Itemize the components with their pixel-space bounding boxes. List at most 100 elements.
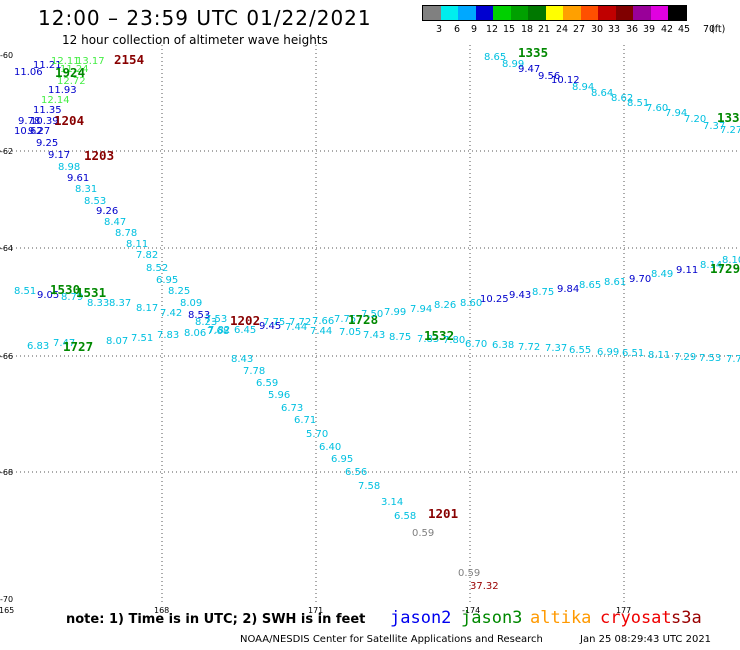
legend-tick-label: 42: [660, 24, 674, 35]
latitude-label: -68: [0, 468, 13, 477]
wave-height-value: 8.06: [184, 328, 206, 339]
legend-swatch: [615, 6, 633, 20]
wave-height-value: 0.59: [458, 568, 480, 579]
legend-swatch: [475, 6, 493, 20]
legend-tick-label: 39: [642, 24, 656, 35]
wave-height-value: 9.43: [509, 290, 531, 301]
wave-height-value: 7.20: [684, 114, 706, 125]
wave-height-value: 7.44: [310, 326, 332, 337]
pass-time-label: 2154: [114, 52, 144, 67]
wave-height-value: 9.47: [518, 64, 540, 75]
legend-tick-label: 9: [470, 24, 478, 35]
legend-tick-label: 6: [453, 24, 461, 35]
wave-height-value: 7.82: [208, 325, 230, 336]
wave-height-value: 8.61: [604, 277, 626, 288]
wave-height-value: 8.62: [611, 93, 633, 104]
wave-height-value: 5.70: [306, 429, 328, 440]
wave-height-value: 11.24: [60, 64, 89, 75]
pass-time-label: 1202: [230, 313, 260, 328]
pass-time-label: 1728: [348, 312, 378, 327]
legend-color-bar: [422, 5, 687, 21]
wave-height-value: 8.11: [648, 350, 670, 361]
wave-height-value: 7.7: [726, 354, 740, 365]
wave-height-value: 7.72: [289, 317, 311, 328]
wave-height-value: 6.70: [465, 339, 487, 350]
wave-height-value: 7.75: [334, 314, 356, 325]
wave-height-value: 8.33: [87, 298, 109, 309]
wave-height-value: 6.56: [345, 467, 367, 478]
page-title: 12:00 – 23:59 UTC 01/22/2021: [38, 6, 372, 30]
legend-swatch: [493, 6, 511, 20]
wave-height-value: 37.32: [470, 581, 499, 592]
wave-height-value: 8.37: [109, 298, 131, 309]
wave-height-value: 8.65: [579, 280, 601, 291]
legend-tick-label: 3: [435, 24, 443, 35]
wave-height-value: 7.68: [207, 326, 229, 337]
legend-swatch: [598, 6, 616, 20]
wave-height-value: 6.83: [27, 341, 49, 352]
wave-height-value: 7.94: [410, 304, 432, 315]
wave-height-value: 7.43: [363, 330, 385, 341]
wave-height-value: 6.40: [319, 442, 341, 453]
wave-height-value: 8.79: [61, 292, 83, 303]
wave-height-value: 7.05: [339, 327, 361, 338]
wave-height-value: 8.26: [434, 300, 456, 311]
wave-height-value: 8.53: [188, 310, 210, 321]
pass-time-label: 1204: [54, 113, 84, 128]
legend-tick-label: 70: [702, 24, 716, 35]
wave-height-value: 10.62: [14, 126, 43, 137]
wave-height-value: 8.75: [389, 332, 411, 343]
wave-height-value: 9.78: [18, 116, 40, 127]
wave-height-value: 8.94: [572, 82, 594, 93]
satellite-name-s3a: s3a: [671, 608, 702, 628]
wave-height-value: 7.47: [53, 338, 75, 349]
wave-height-value: 9.61: [67, 173, 89, 184]
wave-height-labels: 11.0611.2112.1113.1711.241924215412.7211…: [14, 45, 740, 592]
wave-height-value: 6.59: [256, 378, 278, 389]
satellite-name-cryosat: cryosat: [600, 608, 672, 628]
wave-height-value: 8.14: [700, 260, 722, 271]
wave-height-value: 8.98: [58, 162, 80, 173]
legend-swatch: [458, 6, 476, 20]
wave-height-value: 9.11: [676, 265, 698, 276]
wave-height-value: 6.99: [597, 347, 619, 358]
wave-height-value: 6.45: [234, 325, 256, 336]
wave-height-value: 6.95: [331, 454, 353, 465]
wave-height-value: 7.80: [443, 335, 465, 346]
wave-height-value: 6.38: [492, 340, 514, 351]
wave-height-value: 11.06: [14, 67, 43, 78]
wave-height-value: 9.26: [96, 206, 118, 217]
wave-height-value: 9.45: [259, 321, 281, 332]
wave-height-value: 7.50: [361, 309, 383, 320]
wave-height-value: 7.42: [160, 308, 182, 319]
wave-height-value: 7.78: [243, 366, 265, 377]
wave-height-value: 11.35: [33, 105, 62, 116]
wave-height-value: 11.21: [33, 60, 62, 71]
wave-height-value: 7.82: [136, 250, 158, 261]
wave-height-value: 10.25: [480, 294, 509, 305]
wave-height-value: 8.43: [231, 354, 253, 365]
pass-time-label: 1729: [710, 261, 740, 276]
wave-height-value: 12.11: [51, 56, 80, 67]
wave-height-value: 8.60: [460, 298, 482, 309]
legend-swatch: [580, 6, 598, 20]
footnote: note: 1) Time is in UTC; 2) SWH is in fe…: [66, 612, 366, 627]
generated-timestamp: Jan 25 08:29:43 UTC 2021: [580, 634, 712, 645]
wave-height-value: 8.99: [502, 59, 524, 70]
wave-height-value: 10.39: [30, 116, 59, 127]
wave-height-value: 13.17: [76, 56, 105, 67]
wave-height-value: 8.10: [722, 255, 740, 266]
wave-height-value: 7.99: [384, 307, 406, 318]
wave-height-value: 3.14: [381, 497, 403, 508]
credit-line: NOAA/NESDIS Center for Satellite Applica…: [240, 634, 543, 645]
wave-height-value: 7.37: [703, 121, 725, 132]
wave-height-value: 8.25: [168, 286, 190, 297]
wave-height-value: 9.25: [36, 138, 58, 149]
color-legend: 3 6 9 12 15 18 21 24 27 30 33 36 39 42 45 70 (ft): [422, 5, 728, 37]
longitude-label: 168: [154, 606, 169, 615]
wave-height-value: 7.60: [646, 103, 668, 114]
wave-height-value: 8.31: [75, 184, 97, 195]
wave-height-value: 7.83: [157, 330, 179, 341]
latitude-label: -66: [0, 352, 13, 361]
